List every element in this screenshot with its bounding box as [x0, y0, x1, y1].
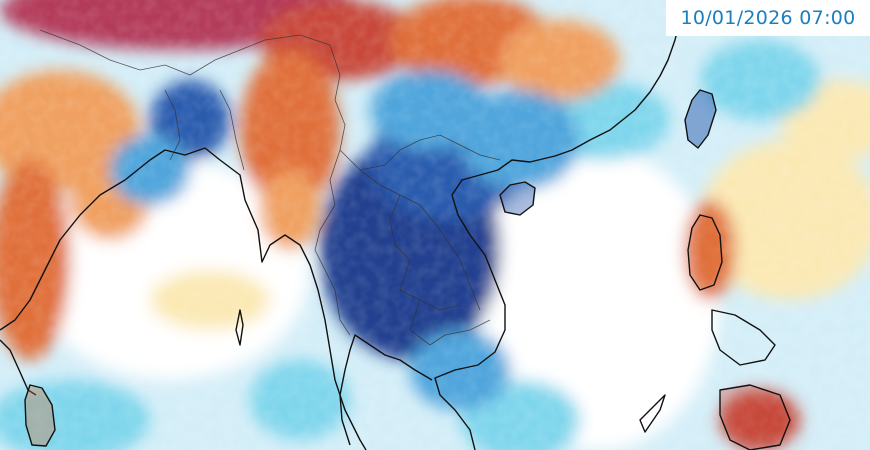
island-visayas: [711, 309, 776, 366]
island-andaman: [235, 309, 244, 346]
coastlines: [0, 19, 791, 450]
island-luzon: [687, 214, 723, 291]
island-mindanao: [719, 384, 791, 450]
country-borders: [39, 29, 501, 346]
timestamp-label: 10/01/2026 07:00: [666, 0, 870, 36]
coast-india-south: [0, 339, 37, 396]
island-sri-lanka: [24, 384, 56, 447]
island-palawan: [639, 394, 666, 433]
coast-indochina: [434, 19, 681, 450]
island-hainan: [499, 181, 536, 216]
coast-india-myanmar: [0, 147, 367, 450]
coast-gulf-thailand: [339, 334, 433, 446]
island-taiwan: [684, 89, 717, 149]
